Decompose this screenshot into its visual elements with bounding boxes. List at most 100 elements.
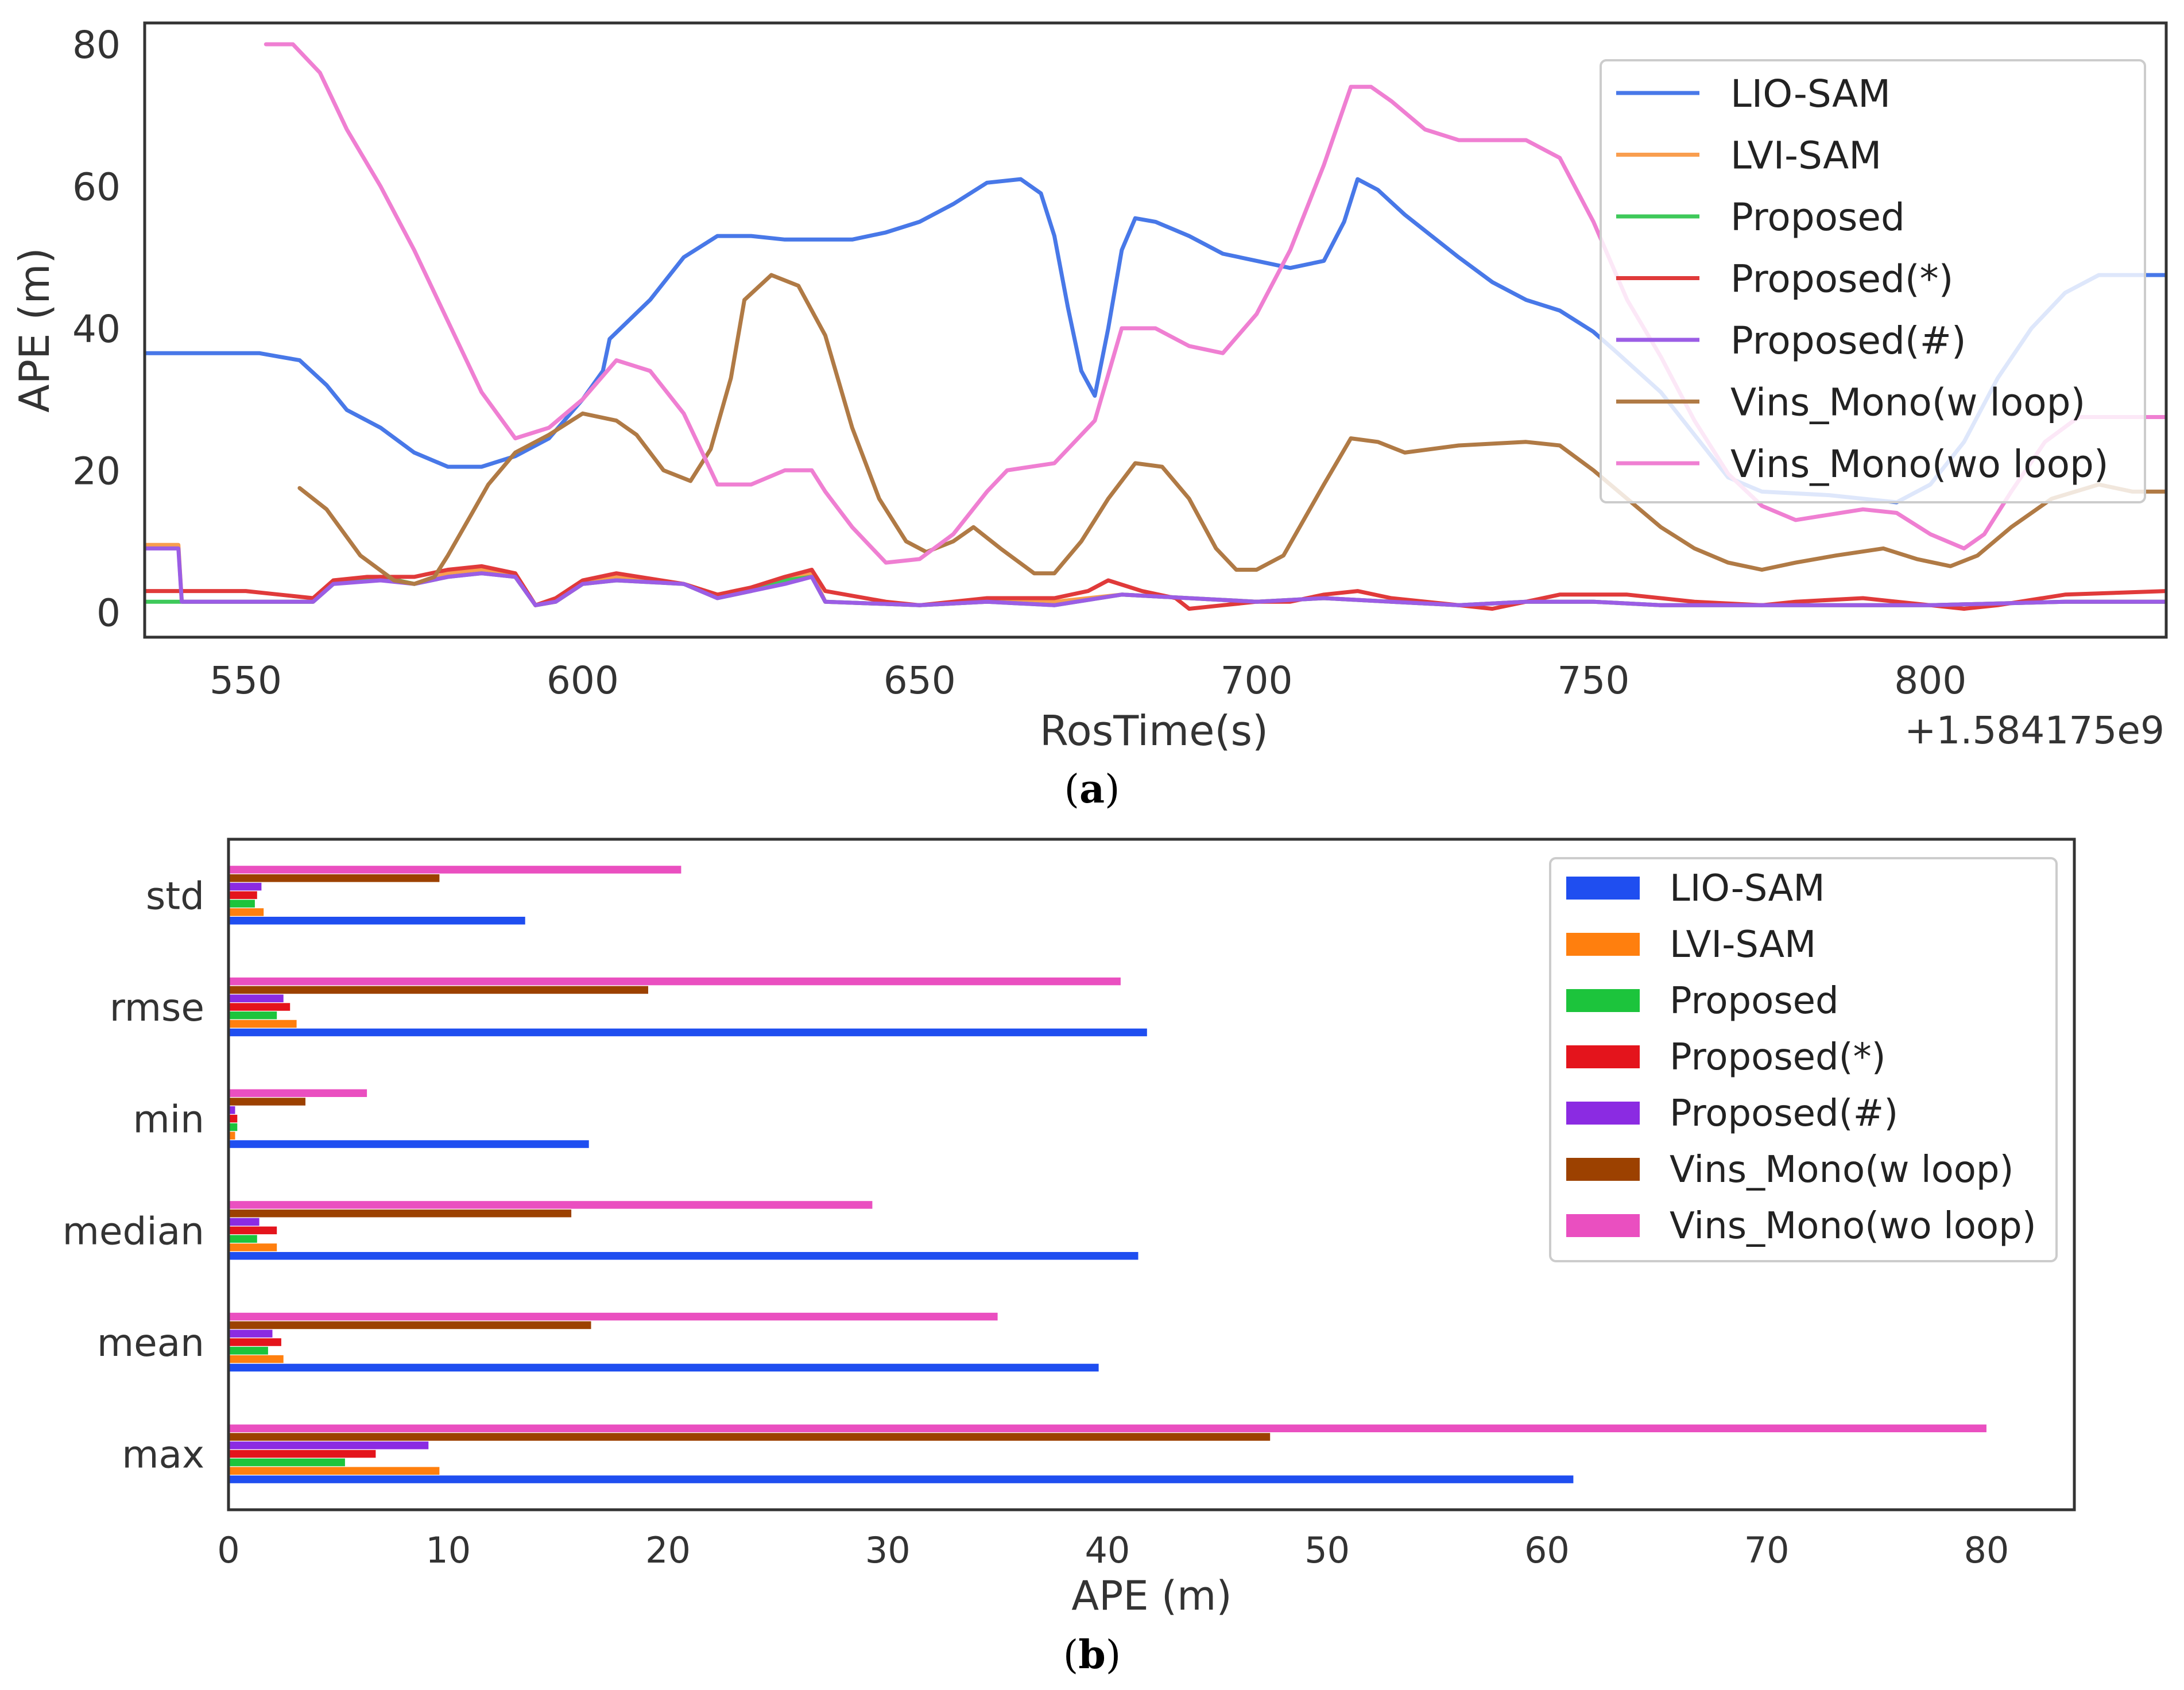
y-category-label: min	[133, 1098, 204, 1142]
x-tick-label: 50	[1304, 1529, 1350, 1571]
bar-std-proposed-	[229, 891, 257, 900]
bar-std-proposed	[229, 900, 255, 908]
legend-box-b	[1549, 857, 2058, 1262]
y-category-label: max	[122, 1433, 204, 1477]
x-tick-label: 650	[884, 658, 956, 703]
plot-frame-a	[143, 21, 2168, 639]
y-tick-label: 60	[72, 165, 121, 210]
bar-max-vins-mono-w-loop-	[229, 1433, 1271, 1441]
bar-max-proposed-	[229, 1441, 429, 1449]
x-tick-label: 80	[1964, 1529, 2009, 1571]
bar-rmse-lvi-sam	[229, 1020, 297, 1028]
caption-a: (a)	[1064, 766, 1120, 812]
x-tick-label: 40	[1085, 1529, 1130, 1571]
bar-median-lio-sam	[229, 1252, 1139, 1260]
line-chart-a: 550 600 650 700 750 800 0 20 40 60 80 RosTime(s) APE…	[10, 21, 2168, 755]
y-tick-label: 40	[72, 307, 121, 351]
bar-mean-lvi-sam	[229, 1355, 284, 1363]
bar-rmse-proposed-	[229, 1003, 291, 1011]
bar-std-vins-mono-wo-loop-	[229, 866, 681, 874]
y-tick-label: 80	[72, 23, 121, 67]
y-tick-label: 20	[72, 449, 121, 493]
legend-label: Vins_Mono(w loop)	[1730, 381, 2085, 425]
bar-rmse-vins-mono-wo-loop-	[229, 977, 1121, 986]
x-axis-label: RosTime(s)	[1040, 707, 1268, 755]
x-offset-label: +1.584175e9	[1904, 708, 2164, 753]
x-tick-label: 70	[1744, 1529, 1790, 1571]
bar-median-vins-mono-w-loop-	[229, 1210, 572, 1218]
legend-label: LIO-SAM	[1670, 867, 1825, 910]
x-tick-label: 60	[1524, 1529, 1570, 1571]
legend-swatch	[1566, 933, 1640, 956]
bar-rmse-proposed	[229, 1011, 277, 1020]
bar-min-proposed-	[229, 1114, 238, 1123]
legend-swatch	[1566, 877, 1640, 900]
legend-a: LIO-SAM LVI-SAM Proposed Proposed(*) Propose…	[1600, 59, 2146, 503]
legend-label: Proposed(#)	[1670, 1092, 1898, 1135]
bar-std-vins-mono-w-loop-	[229, 874, 440, 882]
caption-b: (b)	[1063, 1632, 1121, 1678]
bar-min-lio-sam	[229, 1140, 589, 1148]
x-tick-label: 550	[210, 658, 282, 703]
bar-mean-vins-mono-w-loop-	[229, 1321, 591, 1329]
plot-frame-b	[227, 838, 2076, 1511]
bar-median-vins-mono-wo-loop-	[229, 1201, 873, 1209]
legend-swatch	[1566, 1214, 1640, 1237]
x-tick-label: 0	[217, 1529, 239, 1571]
y-category-label: mean	[97, 1321, 204, 1365]
bar-max-proposed-	[229, 1449, 376, 1458]
x-axis-label: APE (m)	[1071, 1572, 1232, 1619]
y-category-label: median	[63, 1209, 204, 1253]
bar-min-vins-mono-w-loop-	[229, 1098, 305, 1106]
x-tick-label: 30	[865, 1529, 911, 1571]
legend-label: LVI-SAM	[1670, 924, 1816, 966]
bar-min-proposed-	[229, 1106, 235, 1114]
legend-label: Vins_Mono(wo loop)	[1670, 1205, 2036, 1247]
bar-mean-proposed-	[229, 1329, 273, 1338]
bar-min-vins-mono-wo-loop-	[229, 1089, 367, 1097]
y-category-label: std	[146, 874, 204, 918]
bar-std-lvi-sam	[229, 908, 264, 916]
bar-median-proposed-	[229, 1218, 260, 1226]
x-tick-label: 20	[645, 1529, 691, 1571]
bar-median-proposed	[229, 1235, 257, 1243]
x-tick-label: 800	[1894, 658, 1966, 703]
legend-label: Proposed	[1670, 980, 1839, 1022]
x-tick-label: 10	[425, 1529, 471, 1571]
legend-swatch	[1566, 1045, 1640, 1068]
bar-min-lvi-sam	[229, 1131, 235, 1139]
y-tick-label: 0	[96, 591, 121, 635]
bar-std-proposed-	[229, 882, 262, 891]
legend-swatch	[1566, 1102, 1640, 1125]
line-series-vins-mono-w-loop-	[297, 273, 2166, 586]
bar-median-proposed-	[229, 1226, 277, 1235]
x-tick-label: 750	[1557, 658, 1629, 703]
y-category-label: rmse	[110, 986, 204, 1030]
legend-label: Proposed(*)	[1670, 1036, 1886, 1079]
bar-std-lio-sam	[229, 917, 525, 925]
legend-label: Vins_Mono(wo loop)	[1730, 442, 2109, 486]
legend-label: Proposed(*)	[1730, 257, 1953, 301]
legend-b: LIO-SAM LVI-SAM Proposed Proposed(*) Propose…	[1549, 857, 2058, 1262]
legend-swatch	[1566, 1158, 1640, 1181]
bar-rmse-lio-sam	[229, 1028, 1147, 1037]
line-series-vins-mono-wo-loop-	[264, 42, 2166, 565]
bar-min-proposed	[229, 1123, 238, 1131]
y-axis-label: APE (m)	[10, 247, 59, 412]
bar-mean-lio-sam	[229, 1363, 1099, 1372]
legend-label: Proposed	[1730, 195, 1905, 239]
legend-label: Vins_Mono(w loop)	[1670, 1149, 2014, 1191]
x-tick-label: 700	[1221, 658, 1293, 703]
legend-label: LIO-SAM	[1730, 72, 1891, 116]
bar-median-lvi-sam	[229, 1243, 277, 1251]
legend-swatch	[1566, 989, 1640, 1012]
legend-label: LVI-SAM	[1730, 134, 1881, 178]
bar-mean-vins-mono-wo-loop-	[229, 1312, 998, 1321]
x-tick-label: 600	[547, 658, 619, 703]
line-series-proposed-	[145, 564, 2166, 611]
bar-chart-b: std rmse min median mean max 0 10 20 30 40 50 60 70 80…	[63, 838, 2076, 1619]
bar-rmse-proposed-	[229, 994, 284, 1002]
legend-box-a	[1600, 59, 2146, 503]
bar-mean-proposed	[229, 1347, 268, 1355]
